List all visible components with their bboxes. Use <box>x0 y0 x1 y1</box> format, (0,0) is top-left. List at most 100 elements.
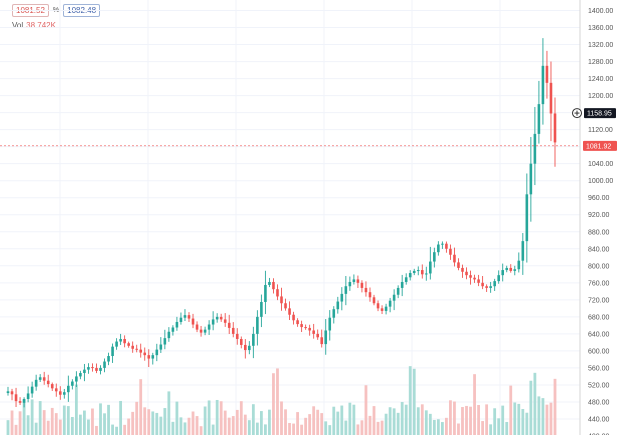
y-tick-label: 960.00 <box>588 195 610 202</box>
volume-bar <box>251 404 255 435</box>
volume-bar <box>159 416 163 435</box>
candle-body <box>461 267 464 272</box>
candle-body <box>260 301 263 317</box>
volume-bar <box>163 408 167 435</box>
volume-bar <box>42 410 46 435</box>
candle-body <box>58 391 62 395</box>
volume-bar <box>481 421 485 435</box>
candle-body <box>264 284 267 302</box>
volume-bar <box>239 401 243 435</box>
candle-body <box>352 279 356 282</box>
volume-bar <box>139 379 143 435</box>
volume-bar <box>304 417 308 435</box>
candle-body <box>485 286 488 288</box>
volume-bar <box>191 411 195 435</box>
volume-bar <box>280 401 283 435</box>
y-tick-label: 720.00 <box>588 297 610 304</box>
candle-body <box>328 317 332 331</box>
candle-body <box>195 324 199 330</box>
volume-bar <box>416 407 420 435</box>
volume-bar <box>465 405 468 435</box>
candle-body <box>171 327 175 332</box>
candle-body <box>380 308 384 311</box>
volume-bar <box>364 385 368 435</box>
candle-body <box>67 385 70 393</box>
volume-bar <box>6 420 10 435</box>
volume-bar <box>360 420 364 435</box>
candle-body <box>63 392 66 395</box>
candle-body <box>119 338 122 342</box>
candle-body <box>239 338 243 345</box>
candle-body <box>449 248 452 255</box>
candle-body <box>364 287 368 293</box>
volume-bar <box>545 404 549 435</box>
candle-body <box>517 260 521 270</box>
y-tick-label: 560.00 <box>588 365 610 372</box>
volume-bar <box>70 416 74 435</box>
candle-body <box>99 367 102 371</box>
candle-body <box>316 333 319 338</box>
candle-body <box>50 384 54 389</box>
candle-body <box>473 277 476 280</box>
volume-bar <box>179 417 183 435</box>
y-tick-label: 1040.00 <box>588 161 613 168</box>
volume-bar <box>344 420 348 435</box>
volume-bar <box>553 378 557 435</box>
candle-body <box>107 356 110 362</box>
volume-bar <box>30 399 34 435</box>
volume-bar <box>453 401 456 435</box>
candle-body <box>284 303 287 309</box>
volume-bar <box>284 409 287 435</box>
y-tick-label: 1320.00 <box>588 42 613 49</box>
candle-body <box>179 317 183 322</box>
volume-bar <box>91 408 94 435</box>
y-tick-label: 480.00 <box>588 399 610 406</box>
candle-body <box>256 316 259 334</box>
volume-bar <box>22 399 26 435</box>
volume-bar <box>34 422 38 435</box>
volume-bar <box>372 406 376 435</box>
candle-body <box>424 273 428 275</box>
candle-body <box>312 330 315 334</box>
volume-bars <box>6 366 557 435</box>
candle-body <box>231 327 235 334</box>
candle-body <box>155 349 159 356</box>
volume-bar <box>324 421 328 435</box>
candle-body <box>384 306 388 311</box>
volume-bar <box>50 407 54 435</box>
volume-bar <box>449 400 452 435</box>
candle-body <box>416 270 420 272</box>
volume-bar <box>380 420 384 435</box>
candle-body <box>288 308 291 315</box>
candle-body <box>42 377 46 381</box>
volume-bar <box>38 401 42 435</box>
candle-body <box>167 331 171 339</box>
volume-bar <box>501 405 505 435</box>
volume-bar <box>292 423 295 435</box>
volume-bar <box>247 420 251 435</box>
crosshair-tag: 1158.95 <box>572 108 616 119</box>
volume-bar <box>336 411 340 435</box>
volume-bar <box>135 401 139 435</box>
candle-body <box>54 388 58 392</box>
volume-bar <box>541 398 545 435</box>
candle-body <box>227 322 231 328</box>
crosshair-price-text: 1158.95 <box>587 111 612 118</box>
volume-bar <box>187 417 191 435</box>
volume-bar <box>400 401 404 435</box>
candle-body <box>320 337 324 345</box>
y-tick-label: 1280.00 <box>588 59 613 66</box>
volume-bar <box>332 406 336 435</box>
candle-body <box>151 355 155 359</box>
candle-body <box>91 367 94 369</box>
volume-bar <box>78 414 82 435</box>
volume-bar <box>207 400 211 435</box>
volume-bar <box>396 412 400 435</box>
candle-body <box>445 243 448 249</box>
y-tick-label: 920.00 <box>588 212 610 219</box>
candle-body <box>22 398 26 403</box>
y-tick-label: 1240.00 <box>588 76 613 83</box>
candle-body <box>404 277 408 282</box>
candle-body <box>135 348 139 350</box>
